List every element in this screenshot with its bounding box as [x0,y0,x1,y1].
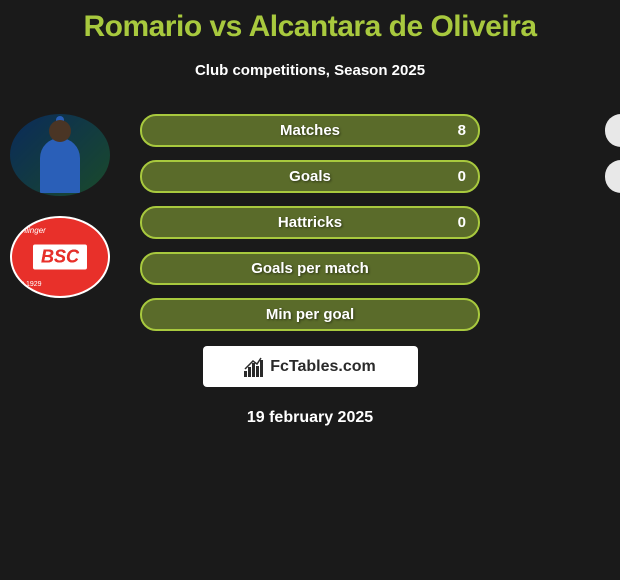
stat-bar-left: Hattricks 0 [140,206,480,239]
stat-bar-right [605,160,620,193]
avatars-column: Bahlinger BSC Seit 1929 [10,114,110,318]
stat-label: Matches [280,122,340,139]
badge-text-top: Bahlinger [12,226,108,235]
player1-figure [40,138,80,193]
comparison-content: Bahlinger BSC Seit 1929 Matches8Goals0Ha… [0,114,620,427]
page-title: Romario vs Alcantara de Oliveira [0,0,620,44]
stat-value-left: 0 [458,214,466,231]
chart-icon [244,357,266,377]
stat-bar-right [605,114,620,147]
stat-bar-left: Goals per match [140,252,480,285]
stat-value-left: 0 [458,168,466,185]
footer-date: 19 february 2025 [0,409,620,427]
stat-value-left: 8 [458,122,466,139]
stat-rows: Matches 8 Goals 0 Hattricks 0 Goals per match M… [140,114,600,331]
player1-avatar [10,114,110,196]
stat-row: Matches 8 [140,114,600,147]
stat-row: Goals per match [140,252,600,285]
stat-label: Goals [289,168,331,185]
stat-label: Hattricks [278,214,342,231]
subtitle: Club competitions, Season 2025 [0,62,620,79]
brand-logo: FcTables.com [203,346,418,387]
brand-text: FcTables.com [270,358,376,376]
stat-bar-left: Min per goal [140,298,480,331]
stat-row: Goals 0 [140,160,600,193]
stat-label: Goals per match [251,260,369,277]
stat-label: Min per goal [266,306,354,323]
stat-bar-left: Goals 0 [140,160,480,193]
badge-text-main: BSC [33,245,87,270]
player2-club-badge: Bahlinger BSC Seit 1929 [10,216,110,298]
stat-row: Hattricks 0 [140,206,600,239]
badge-text-bottom: Seit 1929 [12,281,108,288]
stat-bar-left: Matches 8 [140,114,480,147]
stat-row: Min per goal [140,298,600,331]
